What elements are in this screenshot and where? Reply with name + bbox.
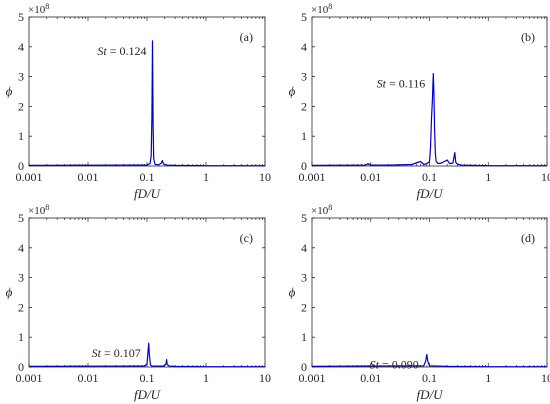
y-tick-label: 0 (18, 360, 24, 374)
x-tick-label: 0.01 (78, 170, 99, 184)
y-tick-label: 5 (18, 211, 24, 225)
spectrum-line (311, 353, 547, 368)
plot-frame (28, 16, 266, 167)
panel-label: (a) (240, 30, 253, 44)
y-tick-label: 5 (18, 10, 24, 24)
x-tick-label: 0.1 (140, 371, 155, 385)
x-tick-label: 10 (259, 371, 271, 385)
x-tick-label: 1 (485, 170, 491, 184)
y-tick-label: 3 (301, 70, 307, 84)
plot-frame (311, 217, 548, 368)
y-tick-label: 2 (301, 99, 307, 113)
peak-annotation: St = 0.124 (97, 44, 146, 58)
y-tick-label: 2 (18, 99, 24, 113)
panel-label: (c) (240, 231, 253, 245)
y-tick-label: 1 (18, 129, 24, 143)
x-tick-label: 0.001 (299, 170, 326, 184)
peak-annotation: St = 0.116 (377, 77, 426, 91)
y-tick-label: 4 (301, 241, 307, 255)
y-multiplier: ×108 (28, 203, 49, 217)
x-axis-label: fD/U (134, 387, 162, 402)
chart-panel-d: 0 1 2 3 4 5 0.001 0.01 0.1 1 10 fD/U ϕ ×108 (d) St = 0.… (289, 203, 550, 402)
x-tick-label: 0.001 (16, 170, 43, 184)
peak-annotation: St = 0.107 (92, 346, 141, 360)
plot-frame (28, 217, 266, 368)
y-tick-label: 5 (301, 10, 307, 24)
x-tick-label: 0.001 (299, 371, 326, 385)
spectrum-line (28, 342, 265, 368)
y-tick-label: 3 (18, 271, 24, 285)
x-axis-label: fD/U (417, 387, 445, 402)
spectrum-line (311, 72, 547, 167)
y-axis-label: ϕ (289, 285, 296, 300)
x-tick-label: 0.001 (16, 371, 43, 385)
x-tick-label: 1 (203, 371, 209, 385)
y-tick-label: 2 (301, 300, 307, 314)
y-tick-label: 4 (301, 40, 307, 54)
x-axis-label: fD/U (134, 186, 162, 201)
x-tick-label: 10 (541, 371, 550, 385)
y-tick-label: 0 (301, 360, 307, 374)
x-tick-label: 10 (259, 170, 271, 184)
spectrum-line (28, 40, 265, 167)
panel-label: (d) (521, 231, 535, 245)
y-tick-label: 1 (301, 330, 307, 344)
y-tick-label: 1 (301, 129, 307, 143)
chart-panel-c: 0 1 2 3 4 5 0.001 0.01 0.1 1 10 fD/U ϕ ×108 (c) St = 0.… (6, 203, 271, 402)
y-tick-label: 1 (18, 330, 24, 344)
y-tick-label: 5 (301, 211, 307, 225)
y-multiplier: ×108 (28, 2, 49, 16)
y-tick-label: 0 (18, 159, 24, 173)
chart-panel-b: 0 1 2 3 4 5 0.001 0.01 0.1 1 10 fD/U ϕ ×108 (b) St = 0.… (289, 2, 550, 201)
x-axis-label: fD/U (417, 186, 445, 201)
x-tick-label: 0.01 (78, 371, 99, 385)
panel-label: (b) (521, 30, 535, 44)
x-tick-label: 0.1 (422, 170, 437, 184)
x-tick-label: 1 (485, 371, 491, 385)
chart-panel-a: 0 1 2 3 4 5 0.001 0.01 0.1 1 10 fD/U ϕ ×108 (a) St = 0.… (6, 2, 271, 201)
y-tick-label: 4 (18, 241, 24, 255)
y-tick-label: 0 (301, 159, 307, 173)
y-multiplier: ×108 (311, 203, 332, 217)
y-axis-label: ϕ (6, 84, 13, 99)
x-tick-label: 0.1 (140, 170, 155, 184)
y-tick-label: 2 (18, 300, 24, 314)
x-tick-label: 1 (203, 170, 209, 184)
y-multiplier: ×108 (311, 2, 332, 16)
y-tick-label: 3 (301, 271, 307, 285)
x-tick-label: 0.1 (422, 371, 437, 385)
x-tick-label: 0.01 (360, 371, 381, 385)
x-tick-label: 10 (541, 170, 550, 184)
y-axis-label: ϕ (289, 84, 296, 99)
y-tick-label: 4 (18, 40, 24, 54)
peak-annotation: St = 0.090 (370, 357, 419, 371)
y-tick-label: 3 (18, 70, 24, 84)
plot-frame (311, 16, 548, 167)
y-axis-label: ϕ (6, 285, 13, 300)
x-tick-label: 0.01 (360, 170, 381, 184)
